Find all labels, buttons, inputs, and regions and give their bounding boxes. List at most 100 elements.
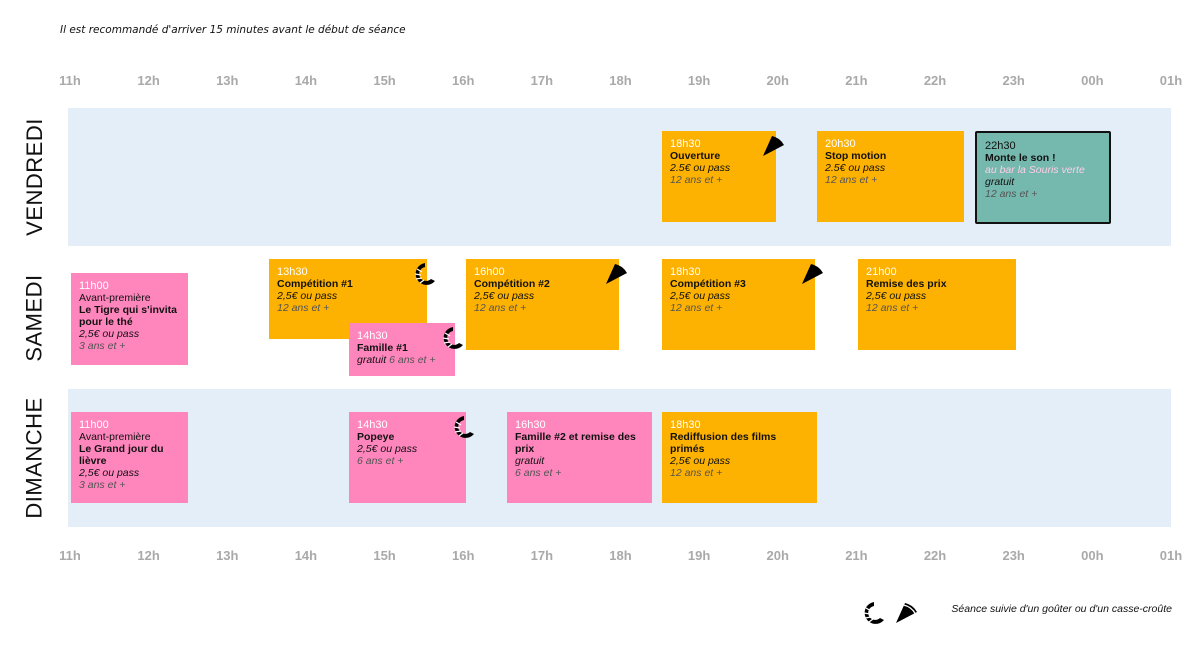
- hour-label: 22h: [923, 73, 947, 88]
- event-card[interactable]: 16h00 Compétition #2 2,5€ ou pass 12 ans et…: [466, 259, 627, 350]
- event-card[interactable]: 11h00 Avant-première Le Tigre qui s'invita…: [71, 273, 188, 365]
- event-time: 13h30: [277, 266, 308, 278]
- event-title: Monte le son !: [985, 152, 1056, 164]
- pizza-icon: [896, 603, 917, 623]
- event-age: 12 ans et +: [670, 174, 723, 186]
- day-friday: VENDREDI: [22, 118, 47, 236]
- event-price: 2,5€ ou pass: [277, 290, 338, 302]
- event-time: 21h00: [866, 266, 897, 278]
- event-age: 12 ans et +: [825, 174, 878, 186]
- event-time: 18h30: [670, 419, 701, 431]
- event-card[interactable]: 14h30 Famille #1 gratuit 6 ans et +: [349, 323, 463, 376]
- event-time: 16h00: [474, 266, 505, 278]
- event-title: Le Grand jour du lièvre: [79, 443, 164, 467]
- event-title: Popeye: [357, 431, 395, 443]
- hour-label: 16h: [451, 548, 475, 563]
- croissant-icon: [439, 325, 465, 351]
- event-time: 14h30: [357, 330, 388, 342]
- event-card[interactable]: 14h30 Popeye 2,5€ ou pass 6 ans et +: [349, 412, 474, 503]
- hour-label: 18h: [609, 73, 632, 88]
- hour-label: 23h: [1002, 548, 1025, 563]
- event-time: 14h30: [357, 419, 388, 431]
- event-card[interactable]: 16h30 Famille #2 et remise des prix gratui…: [507, 412, 652, 503]
- event-card[interactable]: 18h30 Ouverture 2.5€ ou pass 12 ans et +: [662, 131, 784, 222]
- hour-label: 01h: [1159, 548, 1183, 563]
- hour-label: 20h: [766, 548, 789, 563]
- hour-label: 13h: [216, 73, 239, 88]
- event-price: 2,5€ ou pass: [866, 290, 927, 302]
- event-age: 12 ans et +: [985, 188, 1038, 200]
- hour-label: 14h: [294, 73, 318, 88]
- hours-bottom: 11h 12h 13h 14h 15h 16h 17h 18h 19h 20h 21h 22h 23h 0…: [0, 548, 1200, 568]
- hour-label: 00h: [1081, 73, 1104, 88]
- event-card[interactable]: 22h30 Monte le son ! au bar la Souris vert…: [975, 131, 1111, 224]
- event-age: 12 ans et +: [670, 467, 723, 479]
- hour-label: 22h: [923, 548, 947, 563]
- event-title: Famille #2 et remise des prix: [515, 431, 636, 455]
- event-title: Le Tigre qui s'invita pour le thé: [79, 304, 177, 328]
- day-sunday: DIMANCHE: [22, 397, 47, 519]
- hour-label: 23h: [1002, 73, 1025, 88]
- event-title: Compétition #2: [474, 278, 550, 290]
- event-pre: Avant-première: [79, 292, 151, 304]
- hour-label: 11h: [59, 548, 81, 563]
- hour-label: 17h: [530, 548, 554, 563]
- event-price: 2,5€ ou pass: [357, 443, 418, 455]
- event-age: 12 ans et +: [277, 302, 330, 314]
- event-time: 22h30: [985, 140, 1016, 152]
- event-price: 2,5€ ou pass: [670, 455, 731, 467]
- hour-label: 19h: [687, 73, 711, 88]
- pizza-icon: [799, 261, 825, 287]
- event-card[interactable]: 21h00 Remise des prix 2,5€ ou pass 12 ans e…: [858, 259, 1016, 350]
- hour-label: 16h: [451, 73, 475, 88]
- event-title: Stop motion: [825, 150, 887, 162]
- event-age: 6 ans et +: [357, 455, 404, 467]
- event-price: 2.5€ ou pass: [825, 162, 886, 174]
- event-title: Compétition #1: [277, 278, 353, 290]
- hour-label: 21h: [845, 73, 868, 88]
- hour-label: 15h: [373, 548, 396, 563]
- croissant-icon: [863, 602, 884, 624]
- event-title: Ouverture: [670, 150, 721, 162]
- event-price: 2,5€ ou pass: [79, 328, 140, 340]
- event-time: 20h30: [825, 138, 856, 150]
- event-age: 6 ans et +: [389, 354, 436, 366]
- event-title: Rediffusion des films primés: [670, 431, 777, 455]
- event-age: 12 ans et +: [866, 302, 919, 314]
- event-venue: au bar la Souris verte: [985, 164, 1085, 176]
- event-price: 2,5€ ou pass: [79, 467, 140, 479]
- hour-label: 11h: [59, 73, 81, 88]
- event-time: 11h00: [79, 280, 109, 292]
- pizza-icon: [760, 133, 786, 159]
- hour-label: 20h: [766, 73, 789, 88]
- event-title: Compétition #3: [670, 278, 746, 290]
- hour-label: 13h: [216, 548, 239, 563]
- hour-label: 17h: [530, 73, 554, 88]
- hour-label: 00h: [1081, 548, 1104, 563]
- hour-label: 12h: [137, 548, 160, 563]
- event-card[interactable]: 18h30 Rediffusion des films primés 2,5€ ou…: [662, 412, 817, 503]
- event-age: 3 ans et +: [79, 340, 126, 352]
- event-age: 3 ans et +: [79, 479, 126, 491]
- event-age: 12 ans et +: [474, 302, 527, 314]
- hour-label: 15h: [373, 73, 396, 88]
- event-price: 2,5€ ou pass: [670, 290, 731, 302]
- event-price: 2,5€ ou pass: [474, 290, 535, 302]
- hours-top: 11h 12h 13h 14h 15h 16h 17h 18h 19h 20h 21h 22h 23h 0…: [0, 73, 1200, 93]
- event-price: gratuit: [985, 176, 1015, 188]
- croissant-icon: [450, 414, 476, 440]
- event-time: 18h30: [670, 266, 701, 278]
- event-age: 6 ans et +: [515, 467, 562, 479]
- event-price: gratuit: [357, 354, 387, 366]
- event-card[interactable]: 11h00 Avant-première Le Grand jour du lièv…: [71, 412, 188, 503]
- pizza-icon: [603, 261, 629, 287]
- event-time: 18h30: [670, 138, 701, 150]
- legend-text: Séance suivie d'un goûter ou d'un casse-…: [951, 603, 1172, 615]
- event-card[interactable]: 18h30 Compétition #3 2,5€ ou pass 12 ans et…: [662, 259, 823, 350]
- event-title: Famille #1: [357, 342, 408, 354]
- hour-label: 18h: [609, 548, 632, 563]
- event-price: gratuit: [515, 455, 545, 467]
- hour-label: 01h: [1159, 73, 1183, 88]
- arrival-note: Il est recommandé d'arriver 15 minutes a…: [60, 24, 406, 36]
- event-card[interactable]: 20h30 Stop motion 2.5€ ou pass 12 ans et +: [817, 131, 964, 222]
